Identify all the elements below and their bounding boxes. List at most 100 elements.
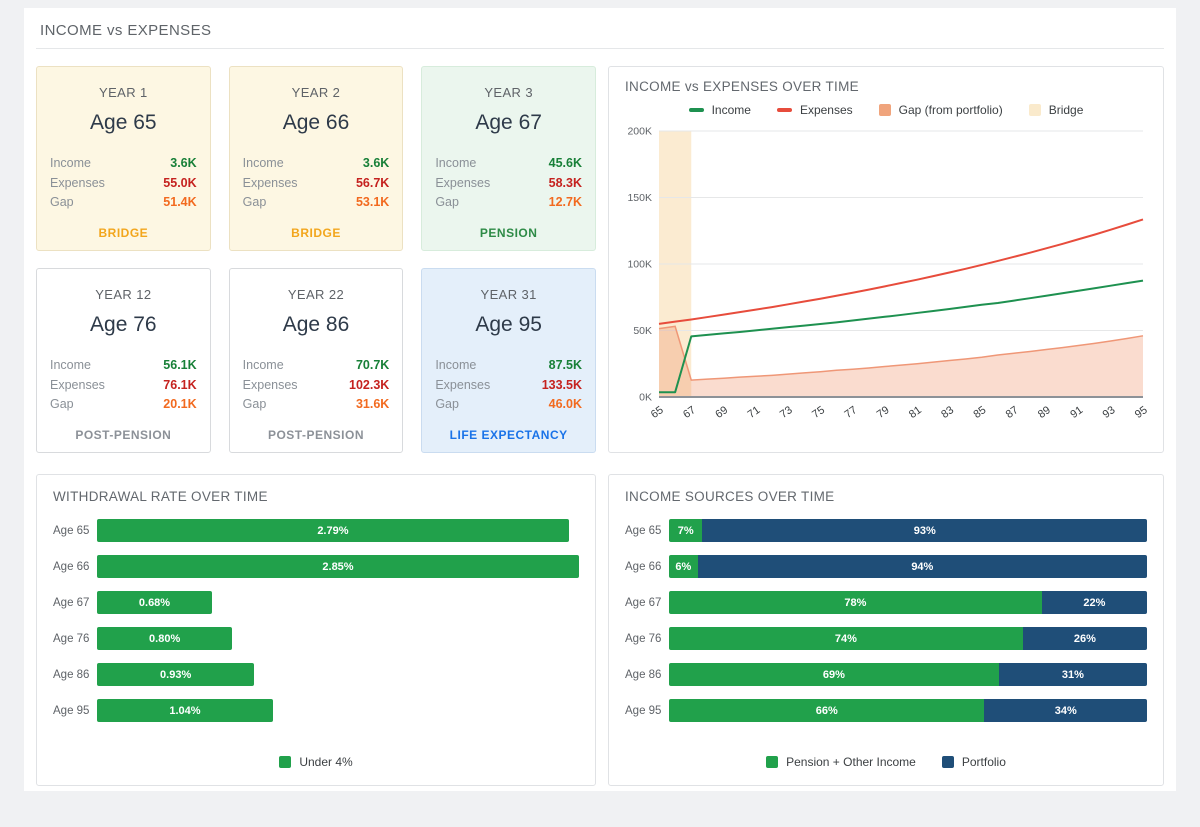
segment-value-label: 94% [911, 560, 934, 573]
metric-value: 133.5K [541, 377, 582, 392]
sources-chart-title: INCOME SOURCES OVER TIME [625, 489, 835, 504]
bar-value-label: 0.68% [138, 596, 171, 609]
segment-value-label: 66% [815, 704, 838, 717]
x-axis-label: 93 [1101, 404, 1118, 421]
stacked-bar: 69% 31% [669, 663, 1147, 686]
withdrawal-bar[interactable]: 2.85% [97, 555, 579, 578]
bar-track: 1.04% [97, 699, 579, 722]
withdrawal-bar[interactable]: 0.93% [97, 663, 255, 686]
portfolio-segment[interactable]: 34% [984, 699, 1147, 722]
row-age-label: Age 65 [53, 524, 90, 537]
legend-swatch-icon [766, 756, 779, 768]
bar-value-label: 0.80% [149, 632, 181, 645]
top-section: YEAR 1 Age 65 Income 3.6K Expenses 55.0K Gap 51… [36, 66, 1164, 453]
legend-swatch-icon [776, 108, 792, 112]
row-age-label: Age 95 [53, 704, 90, 717]
card-age-label: Age 65 [90, 111, 157, 134]
segment-value-label: 26% [1073, 632, 1096, 645]
metric-label: Expenses [242, 175, 298, 190]
legend-item[interactable]: Gap (from portfolio) [878, 103, 1003, 117]
x-axis-label: 95 [1133, 404, 1149, 421]
card-age-label: Age 86 [282, 313, 350, 336]
stacked-bar: 6% 94% [669, 555, 1147, 578]
card-year-label: YEAR 31 [480, 287, 537, 302]
legend-item[interactable]: Bridge [1028, 103, 1084, 117]
card-metrics: Income 45.6K Expenses 58.3K Gap 12.7K [435, 154, 582, 213]
card-phase-label: POST-PENSION [267, 427, 364, 442]
income-sources-row: Age 67 78% 22% [625, 591, 1147, 614]
metric-label: Income [242, 358, 284, 372]
legend-swatch-icon [1028, 104, 1041, 116]
y-axis-label: 0K [639, 392, 652, 404]
metric-value: 12.7K [548, 195, 582, 209]
legend-label: Expenses [799, 103, 853, 117]
portfolio-segment[interactable]: 26% [1022, 627, 1147, 650]
bar-track: 0.68% [97, 591, 579, 614]
legend-item[interactable]: Under 4% [279, 755, 353, 769]
legend-swatch-icon [688, 108, 704, 112]
segment-value-label: 74% [834, 632, 857, 645]
legend-label: Income [711, 103, 751, 117]
pension-segment[interactable]: 7% [669, 519, 703, 542]
legend-label: Under 4% [299, 755, 353, 769]
legend-item[interactable]: Expenses [776, 103, 853, 117]
legend-item[interactable]: Pension + Other Income [766, 755, 916, 769]
income-sources-row: Age 86 69% 31% [625, 663, 1147, 686]
legend-item[interactable]: Income [688, 103, 751, 117]
pension-segment[interactable]: 74% [669, 627, 1023, 650]
x-axis-label: 75 [810, 404, 827, 421]
portfolio-segment[interactable]: 22% [1041, 591, 1147, 614]
card-metric-row-gap: Gap 31.6K [243, 395, 390, 415]
income-expenses-chart-panel: INCOME vs EXPENSES OVER TIME Income Expen… [608, 66, 1164, 453]
expenses-line[interactable] [658, 218, 1144, 325]
withdrawal-bar[interactable]: 0.68% [97, 591, 212, 614]
row-age-label: Age 76 [53, 632, 90, 645]
row-age-label: Age 67 [53, 596, 90, 609]
metric-value: 70.7K [355, 358, 390, 372]
pension-segment[interactable]: 66% [669, 699, 985, 722]
portfolio-segment[interactable]: 93% [702, 519, 1147, 542]
bottom-section: WITHDRAWAL RATE OVER TIME Age 65 2.79% Age… [36, 474, 1164, 786]
card-metrics: Income 3.6K Expenses 56.7K Gap 53.1K [243, 154, 390, 213]
metric-label: Gap [435, 397, 459, 411]
metric-label: Gap [242, 195, 267, 209]
row-age-label: Age 67 [625, 596, 662, 609]
x-axis-label: 87 [1004, 404, 1021, 421]
card-year-label: YEAR 22 [287, 287, 345, 302]
metric-value: 51.4K [163, 195, 197, 209]
gap-area[interactable] [659, 326, 1143, 397]
card-metric-row-expenses: Expenses 56.7K [243, 174, 390, 194]
card-phase-label: POST-PENSION [75, 427, 172, 442]
card-metric-row-expenses: Expenses 133.5K [435, 376, 582, 396]
portfolio-segment[interactable]: 94% [697, 555, 1147, 578]
pension-segment[interactable]: 69% [669, 663, 999, 686]
card-age-label: Age 95 [475, 313, 542, 336]
pension-segment[interactable]: 78% [669, 591, 1042, 614]
card-phase-label: BRIDGE [98, 225, 149, 240]
portfolio-segment[interactable]: 31% [998, 663, 1147, 686]
card-year-label: YEAR 12 [95, 287, 152, 302]
row-age-label: Age 95 [625, 704, 662, 717]
metric-label: Income [242, 156, 284, 170]
segment-value-label: 34% [1054, 704, 1077, 717]
withdrawal-bar[interactable]: 0.80% [97, 627, 233, 650]
income-expenses-line-chart[interactable]: 0K 50K 100K 150K 200K 65 67 69 71 73 75 77 79 81 83 85 8… [625, 117, 1149, 429]
legend-item[interactable]: Portfolio [941, 755, 1006, 769]
legend-label: Portfolio [961, 755, 1006, 769]
card-metrics: Income 87.5K Expenses 133.5K Gap 46.0K [435, 356, 582, 415]
metric-value: 76.1K [163, 377, 197, 392]
legend-swatch-icon [941, 756, 954, 768]
card-metric-row-gap: Gap 53.1K [243, 193, 390, 213]
legend-label: Bridge [1048, 103, 1084, 117]
card-phase-label: LIFE EXPECTANCY [449, 427, 568, 442]
stacked-bar: 74% 26% [669, 627, 1147, 650]
withdrawal-chart-title: WITHDRAWAL RATE OVER TIME [53, 489, 268, 504]
metric-value: 55.0K [163, 175, 197, 190]
withdrawal-bar[interactable]: 2.79% [97, 519, 569, 542]
line-chart-title: INCOME vs EXPENSES OVER TIME [625, 79, 859, 94]
withdrawal-bar[interactable]: 1.04% [97, 699, 273, 722]
income-line[interactable] [659, 279, 1144, 394]
metric-value: 56.7K [355, 175, 390, 190]
card-age-label: Age 76 [90, 313, 157, 336]
pension-segment[interactable]: 6% [669, 555, 698, 578]
